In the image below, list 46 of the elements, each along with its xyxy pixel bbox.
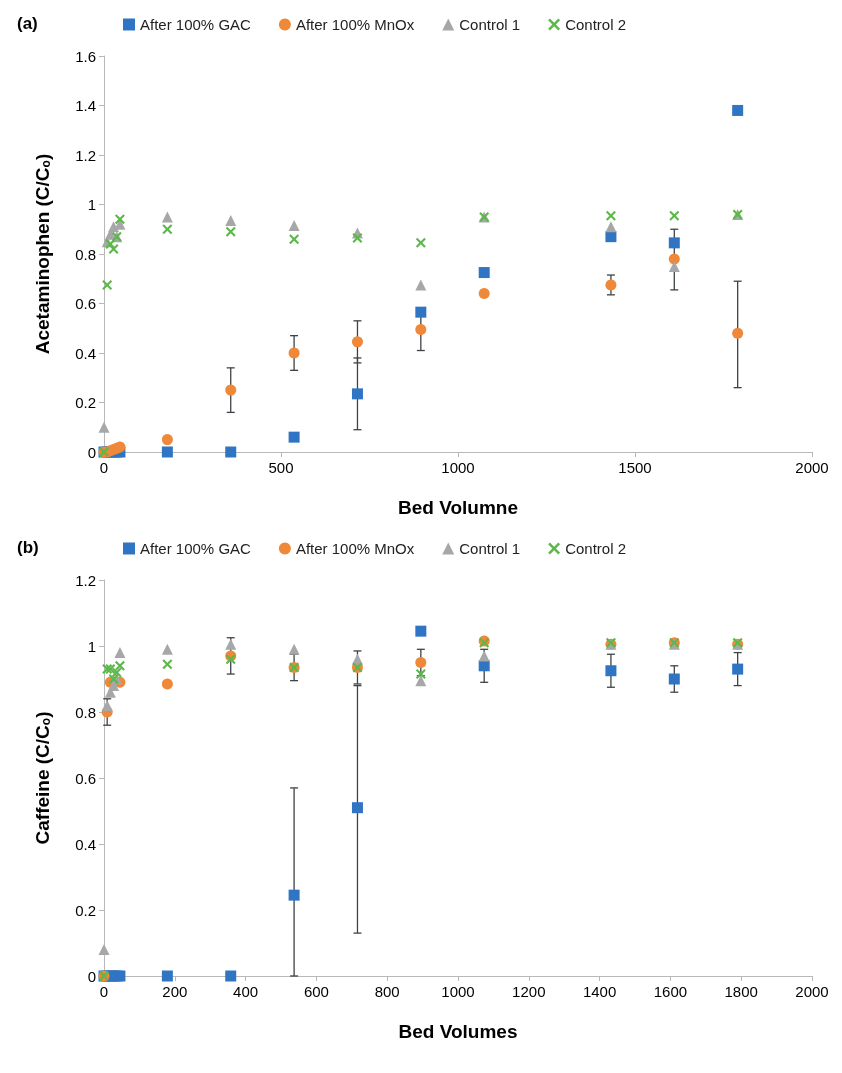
legend-label: After 100% MnOx: [295, 16, 415, 33]
y-tick-label: 0.4: [75, 344, 96, 362]
x-tick-label: 200: [162, 983, 188, 1000]
y-tick-label: 0.8: [75, 703, 96, 721]
y-tick-label: 1.2: [75, 146, 96, 164]
x-tick-label: 0: [99, 459, 109, 476]
y-tick-label: 0: [87, 443, 96, 461]
x-tick-label: 1500: [618, 459, 652, 476]
y-tick-label: 1: [87, 196, 96, 213]
legend-label: Control 1: [459, 16, 521, 33]
x-tick-label: 1400: [582, 983, 617, 1000]
x-tick-label: 500: [268, 459, 294, 476]
x-tick-label: 800: [374, 983, 400, 1000]
x-tick-label: 600: [303, 983, 329, 1000]
legend-label: Control 2: [565, 540, 626, 557]
y-tick-label: 0.6: [75, 769, 96, 787]
x-tick-label: 1000: [441, 983, 475, 1000]
legend-label: After 100% GAC: [140, 16, 252, 33]
legend-label: After 100% GAC: [140, 540, 252, 557]
x-tick-label: 0: [99, 983, 109, 1000]
x-tick-label: 2000: [795, 459, 829, 476]
x-tick-label: 2000: [795, 983, 829, 1000]
x-axis-title: Bed Volumes: [398, 1021, 518, 1042]
x-tick-label: 1200: [512, 983, 546, 1000]
y-tick-label: 1.4: [75, 97, 96, 114]
x-axis-title: Bed Volumne: [398, 497, 518, 518]
y-tick-label: 0.6: [75, 295, 96, 312]
y-tick-label: 1: [87, 637, 96, 655]
x-tick-label: 1000: [441, 459, 475, 476]
y-tick-label: 0.8: [75, 245, 96, 263]
x-tick-label: 1800: [724, 983, 758, 1000]
y-axis-title: Caffeine (C/Co): [31, 711, 53, 845]
y-axis-title: Acetaminophen (C/Co): [31, 153, 53, 355]
chart-title: (a): [17, 14, 38, 33]
x-tick-label: 1600: [653, 983, 688, 1000]
legend-label: Control 2: [565, 16, 626, 33]
chart-title: (b): [17, 538, 39, 557]
y-tick-label: 0.2: [75, 901, 96, 919]
legend-label: After 100% MnOx: [295, 540, 415, 557]
y-tick-label: 0: [87, 967, 96, 985]
legend-label: Control 1: [459, 540, 521, 557]
x-tick-label: 400: [233, 983, 259, 1000]
y-tick-label: 1.6: [75, 47, 96, 65]
y-tick-label: 0.4: [75, 835, 96, 853]
y-tick-label: 0.2: [75, 394, 96, 411]
y-tick-label: 1.2: [75, 571, 96, 589]
